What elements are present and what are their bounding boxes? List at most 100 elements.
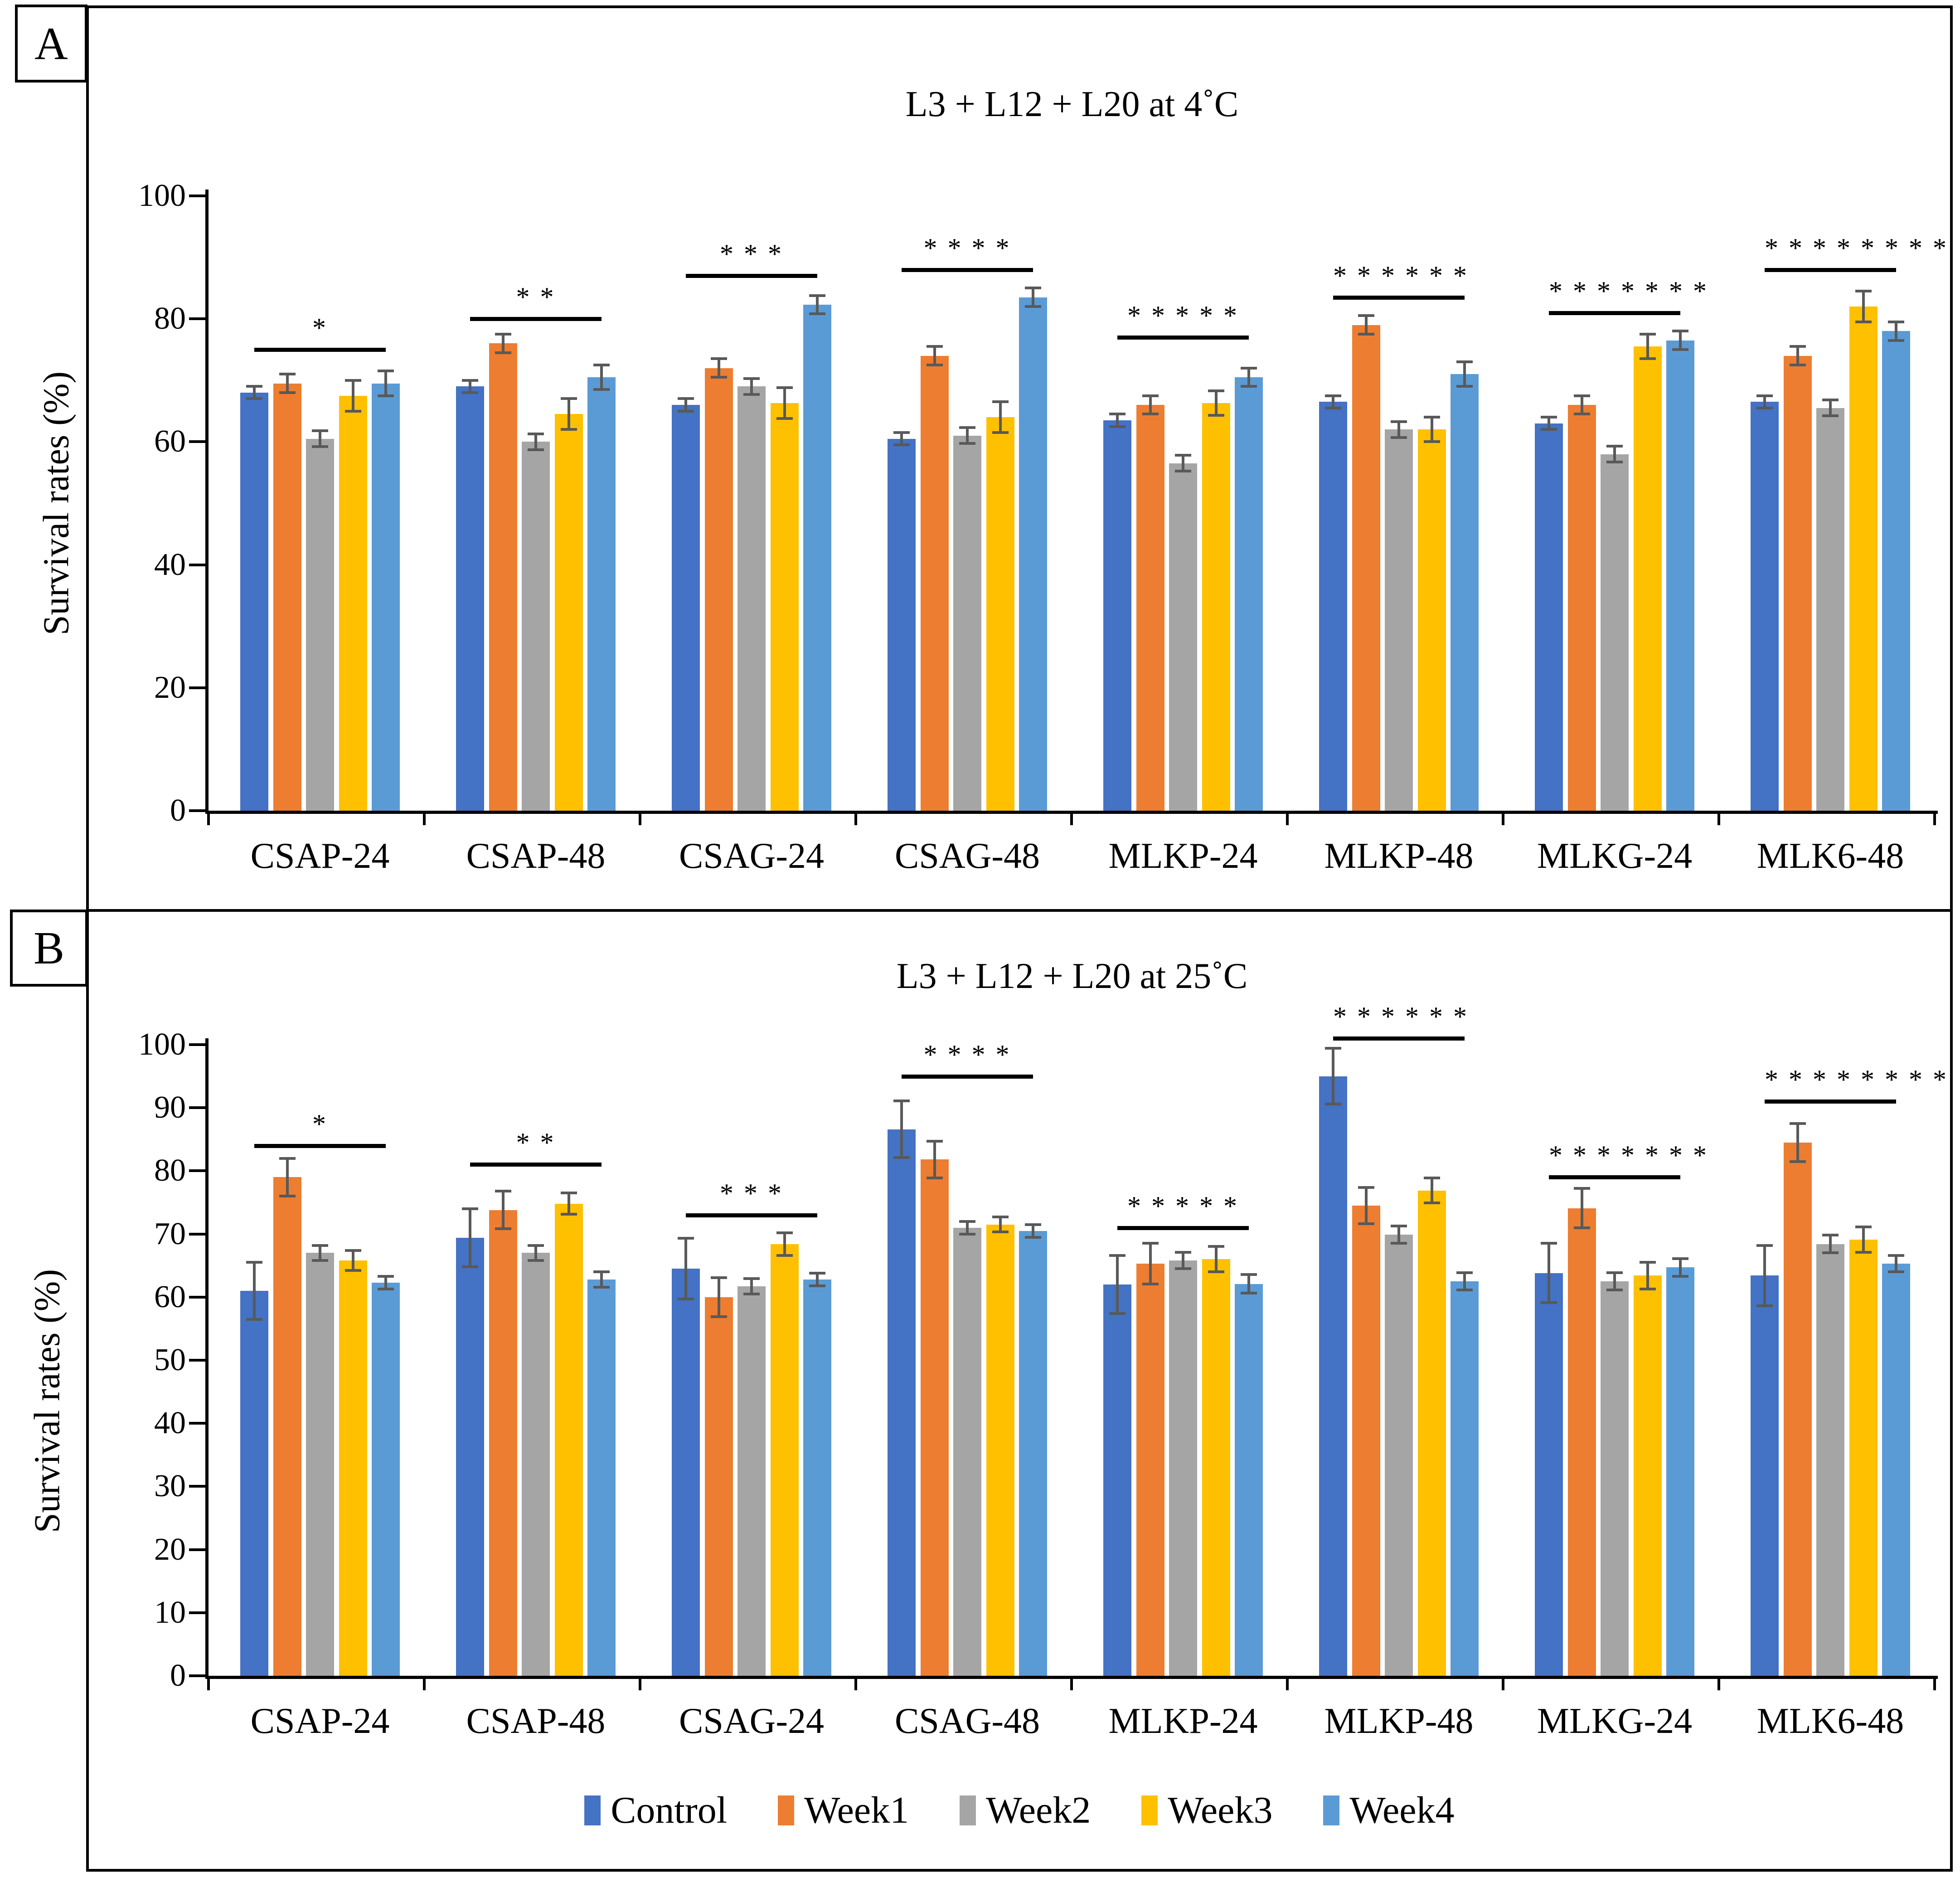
error-bar-cap-bottom <box>378 1287 394 1290</box>
bar-CSAG-48-Week1 <box>920 355 949 811</box>
error-bar-cap-bottom <box>1789 363 1806 366</box>
legend-swatch-week3 <box>1141 1795 1158 1825</box>
error-bar-cap-bottom <box>344 1269 361 1272</box>
error-bar-cap-bottom <box>1672 348 1688 351</box>
significance-line <box>254 1143 386 1148</box>
error-bar-cap-bottom <box>1358 1222 1374 1226</box>
error-bar-line <box>1829 1235 1832 1253</box>
error-bar-cap-top <box>1855 290 1872 293</box>
error-bar-line <box>351 1250 354 1271</box>
error-bar-line <box>1796 1124 1799 1162</box>
significance-stars: * * * * * * * * <box>1765 233 1948 263</box>
error-bar-line <box>933 346 936 365</box>
error-bar-cap-bottom <box>1639 1287 1656 1290</box>
panel-a-title: L3 + L12 + L20 at 4˚C <box>905 84 1239 124</box>
error-bar-cap-top <box>1208 389 1224 392</box>
bar-CSAP-24-Control <box>240 1290 268 1676</box>
error-bar-cap-bottom <box>1142 1282 1159 1285</box>
error-bar-cap-top <box>1423 416 1440 419</box>
error-bar-cap-bottom <box>1025 305 1041 308</box>
bar-MLK6-48-Control <box>1751 1275 1779 1676</box>
error-bar-line <box>1332 1048 1334 1104</box>
y-tick <box>189 440 205 443</box>
error-bar-cap-bottom <box>926 1176 943 1179</box>
error-bar-cap-bottom <box>1109 425 1126 428</box>
error-bar-cap-top <box>1456 360 1473 364</box>
y-tick-label: 70 <box>154 1216 186 1251</box>
bar-CSAG-48-Week2 <box>953 435 981 811</box>
category-label: MLKP-24 <box>1108 1701 1258 1741</box>
error-bar-cap-top <box>312 429 328 432</box>
legend-label: Control <box>611 1789 728 1831</box>
y-tick <box>189 1043 205 1046</box>
error-bar-cap-top <box>743 377 760 380</box>
legend-swatch-week2 <box>960 1795 976 1825</box>
error-bar-cap-top <box>1142 1242 1159 1245</box>
error-bar-line <box>384 1276 387 1289</box>
error-bar-cap-top <box>246 385 262 388</box>
error-bar-cap-bottom <box>1391 436 1407 439</box>
error-bar-cap-bottom <box>246 397 262 400</box>
y-tick-label: 20 <box>154 1532 186 1567</box>
error-bar-cap-bottom <box>893 443 910 447</box>
error-bar-line <box>1182 455 1184 472</box>
y-axis-line-B <box>205 1038 209 1676</box>
bar-CSAP-48-Week1 <box>489 343 517 811</box>
bar-CSAP-24-Week4 <box>372 1282 400 1676</box>
error-bar-cap-top <box>378 1275 394 1278</box>
error-bar-line <box>286 374 289 393</box>
error-bar-line <box>1548 1243 1550 1303</box>
error-bar-cap-bottom <box>992 1231 1009 1234</box>
bar-MLKP-48-Control <box>1319 1076 1347 1676</box>
x-tick <box>1933 1676 1936 1690</box>
error-bar-line <box>1796 346 1799 365</box>
y-tick <box>189 686 205 689</box>
error-bar-line <box>1149 395 1152 414</box>
error-bar-cap-bottom <box>1822 1251 1839 1255</box>
error-bar-cap-bottom <box>809 312 825 316</box>
legend-label: Week2 <box>986 1789 1091 1831</box>
error-bar-cap-bottom <box>312 445 328 448</box>
error-bar-cap-top <box>1606 1271 1623 1274</box>
error-bar-cap-top <box>1175 454 1191 457</box>
bar-MLKG-24-Week3 <box>1633 1275 1662 1676</box>
error-bar-line <box>253 1262 256 1319</box>
error-bar-cap-bottom <box>1789 1160 1806 1163</box>
significance-line <box>686 1213 817 1217</box>
y-tick-label: 30 <box>154 1469 186 1504</box>
bar-MLK6-48-Week2 <box>1816 1244 1844 1676</box>
bar-MLKG-24-Week3 <box>1633 346 1662 811</box>
error-bar-cap-bottom <box>678 409 694 413</box>
error-bar-cap-top <box>926 345 943 348</box>
error-bar-line <box>319 1245 321 1261</box>
y-tick <box>189 1674 205 1677</box>
error-bar-line <box>1463 1272 1466 1290</box>
y-tick <box>189 809 205 812</box>
error-bar-cap-bottom <box>312 1259 328 1262</box>
error-bar-cap-top <box>1573 1187 1590 1190</box>
y-tick-label: 10 <box>154 1595 186 1630</box>
bar-CSAG-48-Week4 <box>1019 297 1047 811</box>
bar-MLKP-24-Week4 <box>1235 377 1263 811</box>
y-tick-label: 20 <box>154 670 186 705</box>
legend-item-week4: Week4 <box>1323 1788 1455 1832</box>
significance-stars: * * * * * <box>1127 1191 1239 1221</box>
bar-MLKP-48-Week3 <box>1417 1190 1446 1676</box>
panel-a-y-axis-label: Survival rates (%) <box>36 371 77 636</box>
error-bar-cap-top <box>1855 1226 1872 1229</box>
bar-CSAG-48-Week2 <box>953 1227 981 1676</box>
error-bar-cap-bottom <box>593 1285 610 1289</box>
bar-CSAP-48-Week3 <box>554 414 583 811</box>
bar-MLKP-24-Week1 <box>1136 405 1164 811</box>
category-label: CSAP-24 <box>250 836 390 876</box>
bar-CSAP-48-Week4 <box>587 377 616 811</box>
category-label: CSAP-48 <box>466 1701 606 1741</box>
error-bar-line <box>534 1245 537 1261</box>
y-tick <box>189 1485 205 1488</box>
panel-b-title: L3 + L12 + L20 at 25˚C <box>896 956 1248 996</box>
error-bar-line <box>1364 316 1368 335</box>
error-bar-cap-top <box>593 363 610 366</box>
error-bar-cap-bottom <box>560 1213 577 1216</box>
significance-line <box>686 274 817 278</box>
